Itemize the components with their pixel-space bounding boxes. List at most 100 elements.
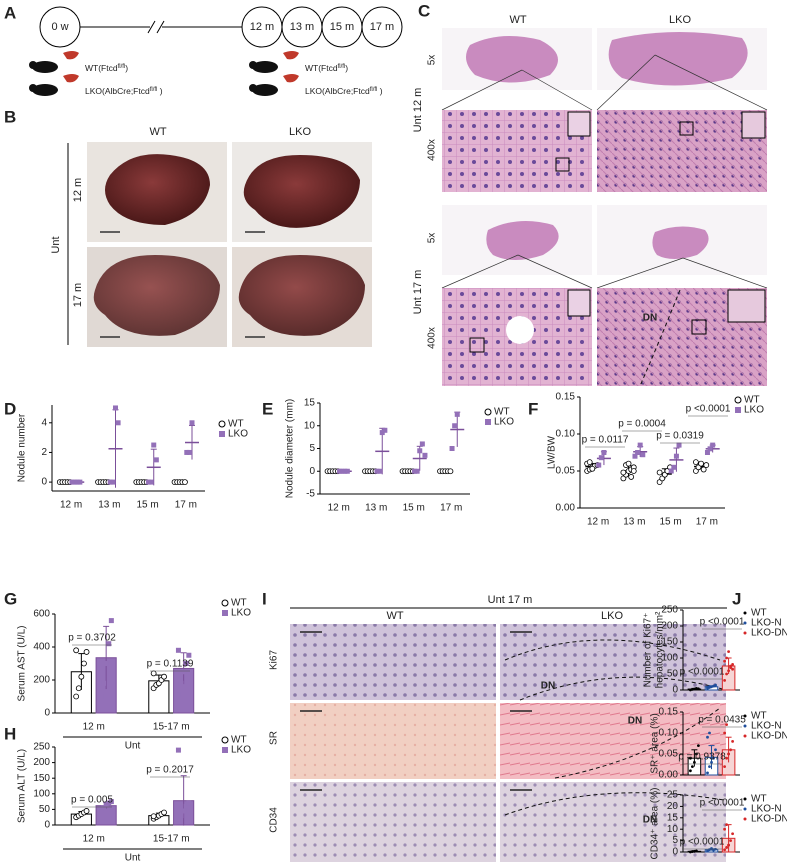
x-tick-label: 15 m bbox=[660, 517, 682, 528]
data-point bbox=[344, 468, 350, 474]
data-point bbox=[706, 771, 709, 775]
p-value: p = 0.9378 bbox=[678, 752, 726, 763]
legend-label: WT bbox=[751, 608, 767, 619]
y-tick-label: 250 bbox=[33, 742, 50, 753]
panel-label: E bbox=[262, 399, 273, 418]
data-point bbox=[98, 806, 104, 812]
data-point bbox=[107, 479, 113, 485]
time-point: 17 m bbox=[370, 21, 394, 33]
legend-marker bbox=[222, 747, 228, 753]
y-tick-label: 5 bbox=[672, 835, 678, 846]
data-point bbox=[161, 809, 167, 816]
legend-marker bbox=[221, 736, 229, 744]
y-tick-label: 10 bbox=[667, 824, 679, 835]
data-point bbox=[632, 453, 638, 459]
region-label: DN bbox=[643, 815, 657, 826]
data-point bbox=[596, 462, 602, 468]
legend-label: WT bbox=[751, 711, 767, 722]
y-tick-label: 200 bbox=[33, 757, 50, 768]
x-tick-label: 15-17 m bbox=[153, 722, 190, 733]
data-point bbox=[101, 680, 107, 686]
region-label: DN bbox=[541, 681, 555, 692]
legend-marker bbox=[743, 817, 747, 821]
data-point bbox=[77, 479, 83, 485]
y-tick-label: 0 bbox=[44, 708, 50, 719]
data-point bbox=[723, 827, 726, 831]
y-tick-label: 0.00 bbox=[659, 770, 679, 781]
magnification: 5x bbox=[427, 233, 438, 244]
legend-label: LKO-DN bbox=[751, 731, 787, 742]
data-point bbox=[668, 468, 674, 474]
legend-marker bbox=[743, 734, 747, 738]
data-point bbox=[112, 405, 118, 411]
x-tick-label: 13 m bbox=[365, 503, 387, 514]
data-point bbox=[72, 479, 78, 485]
x-tick-label: 15 m bbox=[403, 503, 425, 514]
data-point bbox=[69, 479, 75, 485]
y-axis-label: Nodule diameter (mm) bbox=[285, 399, 296, 498]
data-point bbox=[640, 452, 646, 458]
magnification: 400x bbox=[427, 327, 438, 349]
ihc-images bbox=[290, 624, 727, 862]
data-point bbox=[337, 468, 343, 474]
legend-marker bbox=[485, 419, 491, 425]
data-point bbox=[727, 669, 730, 673]
data-point bbox=[725, 846, 728, 849]
data-point bbox=[628, 474, 635, 480]
data-point bbox=[703, 462, 710, 468]
liver-photos bbox=[87, 142, 372, 347]
legend-label: LKO bbox=[231, 745, 251, 756]
data-point bbox=[108, 618, 114, 624]
x-tick-label: 12 m bbox=[587, 517, 609, 528]
data-point bbox=[656, 469, 663, 476]
y-tick-label: 10 bbox=[304, 420, 316, 431]
y-tick-label: 400 bbox=[33, 642, 50, 653]
data-point bbox=[161, 673, 167, 680]
data-point bbox=[714, 748, 717, 752]
panel-labels: A B C D E F G H I J bbox=[4, 1, 741, 743]
data-point bbox=[452, 423, 458, 429]
data-point bbox=[78, 673, 85, 680]
legend-marker bbox=[743, 621, 747, 625]
data-point bbox=[723, 848, 726, 852]
legend-marker bbox=[734, 396, 742, 404]
data-point bbox=[731, 740, 734, 743]
y-tick-label: 600 bbox=[33, 609, 50, 620]
data-point bbox=[101, 805, 107, 811]
data-point bbox=[731, 832, 734, 836]
data-point bbox=[186, 652, 192, 658]
panel-label: J bbox=[732, 589, 741, 608]
data-point bbox=[98, 694, 104, 699]
p-value: p <0.0001 bbox=[686, 404, 731, 415]
legend-marker bbox=[743, 807, 747, 811]
data-point bbox=[589, 465, 596, 472]
data-point bbox=[186, 800, 192, 806]
p-value: p = 0.0435 bbox=[698, 715, 746, 726]
genotype: LKO(AlbCre;Ftcdfl/fl ) bbox=[85, 86, 163, 96]
panel-label: I bbox=[262, 589, 267, 608]
data-point bbox=[74, 479, 80, 485]
legend-marker bbox=[735, 407, 741, 413]
data-point bbox=[184, 449, 190, 455]
y-axis-label: Serum AST (U/L) bbox=[17, 626, 28, 702]
y-tick-label: 0 bbox=[672, 685, 678, 696]
x-tick-label: 15-17 m bbox=[153, 834, 190, 845]
data-point bbox=[146, 479, 152, 485]
y-axis-label: Nodule number bbox=[17, 413, 28, 482]
p-value: p <0.0001 bbox=[680, 667, 725, 678]
column-header: WT bbox=[386, 610, 403, 622]
y-tick-label: 50 bbox=[39, 804, 51, 815]
legend-label: LKO-N bbox=[751, 618, 782, 629]
panel-label: A bbox=[4, 3, 16, 22]
data-point bbox=[182, 479, 188, 486]
data-point bbox=[710, 761, 713, 764]
p-value: p = 0.0004 bbox=[618, 419, 666, 430]
column-header: LKO bbox=[601, 610, 623, 622]
data-point bbox=[183, 803, 189, 809]
data-point bbox=[181, 669, 187, 675]
row-label: Ki67 bbox=[269, 650, 280, 670]
data-point bbox=[449, 446, 455, 451]
data-point bbox=[692, 459, 699, 466]
legend-label: WT bbox=[494, 407, 510, 418]
legend-label: LKO-DN bbox=[751, 628, 787, 639]
